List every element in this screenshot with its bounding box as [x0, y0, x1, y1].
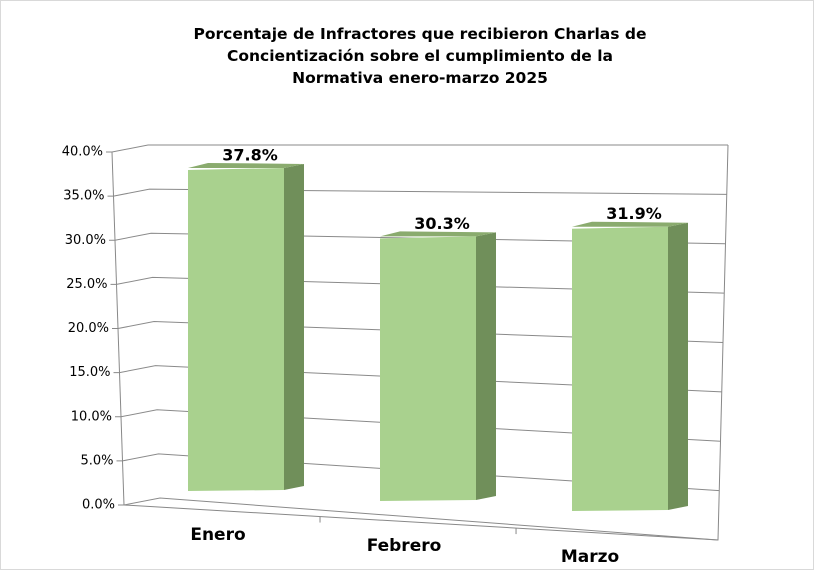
y-tick-label: 0.0% — [82, 498, 115, 513]
bar-top — [380, 231, 496, 237]
bar-side — [284, 163, 304, 490]
bar — [188, 167, 284, 491]
grid-line — [113, 188, 727, 197]
bar — [380, 236, 476, 501]
data-label: 37.8% — [222, 145, 278, 164]
x-tick-label: Febrero — [367, 536, 442, 556]
y-tick-label: 15.0% — [69, 365, 110, 380]
bar-side — [476, 232, 496, 500]
grid-line — [117, 320, 724, 343]
data-label: 30.3% — [414, 214, 470, 233]
y-tick-label: 10.0% — [71, 409, 112, 424]
grid-line — [116, 276, 725, 294]
x-tick-label: Marzo — [561, 547, 619, 567]
data-label: 31.9% — [606, 204, 662, 223]
y-tick-label: 40.0% — [62, 145, 103, 160]
bar-side — [668, 222, 688, 510]
y-tick-label: 30.0% — [65, 233, 106, 248]
grid-line — [122, 453, 720, 492]
y-tick-label: 20.0% — [68, 321, 109, 336]
y-tick-label: 25.0% — [66, 277, 107, 292]
bar-top — [572, 221, 688, 227]
bar-top — [188, 162, 304, 168]
grid-line — [123, 497, 719, 541]
grid-line — [119, 365, 722, 393]
grid-line — [111, 144, 728, 153]
chart-title: Porcentaje de Infractores que recibieron… — [193, 25, 646, 87]
y-tick-label: 35.0% — [63, 189, 104, 204]
bar — [572, 226, 668, 511]
grid-line — [120, 409, 721, 442]
x-tick-label: Enero — [190, 525, 245, 545]
grid-line — [114, 232, 726, 245]
y-tick-label: 5.0% — [80, 453, 113, 468]
